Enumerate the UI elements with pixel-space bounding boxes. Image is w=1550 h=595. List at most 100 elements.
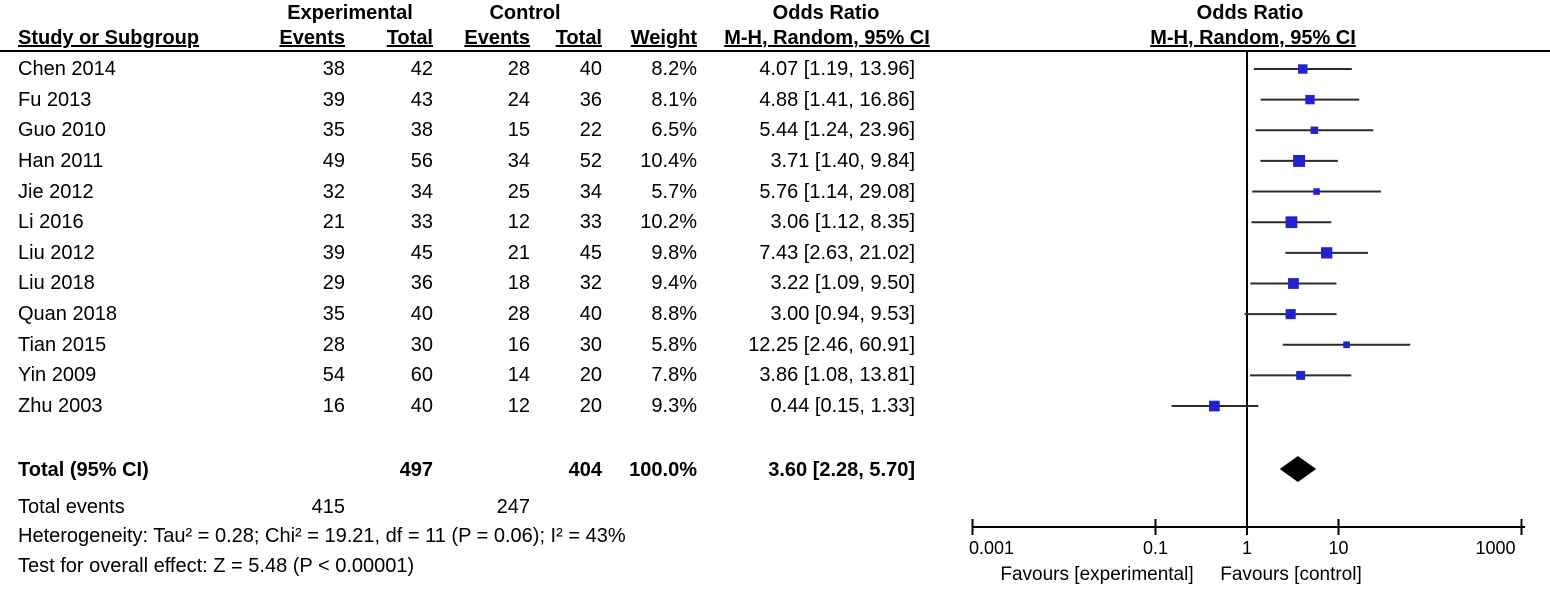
total-events-label: Total events (18, 496, 125, 518)
overall-effect-stats: Test for overall effect: Z = 5.48 (P < 0… (18, 555, 415, 577)
exp-events: 35 (322, 119, 345, 142)
total-or-ci: 3.60 [2.28, 5.70] (768, 459, 915, 481)
effect-square (1288, 278, 1299, 289)
or-ci: 0.44 [0.15, 1.33] (770, 395, 915, 418)
or-ci: 7.43 [2.63, 21.02] (759, 241, 915, 264)
exp-total: 34 (410, 180, 433, 203)
or-ci: 3.86 [1.08, 13.81] (759, 364, 915, 387)
ctrl-events: 12 (507, 211, 530, 234)
col-method-plot: M-H, Random, 95% CI (1150, 27, 1356, 49)
col-exp-total: Total (386, 27, 433, 49)
exp-total: 36 (410, 272, 433, 295)
weight: 6.5% (651, 119, 697, 142)
ctrl-total: 33 (579, 211, 602, 234)
header-rule (0, 50, 1550, 52)
exp-total: 30 (410, 333, 433, 356)
exp-total: 45 (410, 241, 433, 264)
effect-square (1209, 400, 1220, 412)
exp-events: 16 (322, 395, 345, 418)
exp-total: 33 (410, 211, 433, 234)
ctrl-total: 36 (579, 88, 602, 111)
or-ci: 12.25 [2.46, 60.91] (748, 333, 915, 356)
ctrl-events: 14 (507, 364, 530, 387)
heterogeneity-stats: Heterogeneity: Tau² = 0.28; Chi² = 19.21… (18, 525, 626, 547)
exp-events: 49 (322, 149, 345, 172)
ctrl-total: 20 (579, 364, 602, 387)
favours-experimental-label: Favours [experimental] (1000, 564, 1193, 585)
col-group-control: Control (489, 2, 561, 24)
effect-square (1310, 126, 1319, 135)
study-name: Guo 2010 (18, 119, 106, 142)
ctrl-total: 40 (579, 303, 602, 326)
or-ci: 3.06 [1.12, 8.35] (770, 211, 915, 234)
ctrl-events: 34 (507, 149, 530, 172)
exp-total: 42 (410, 58, 433, 80)
axis-tick-label: 0.1 (1143, 538, 1168, 558)
exp-total: 60 (410, 364, 433, 387)
ctrl-total: 34 (579, 180, 602, 203)
study-name: Quan 2018 (18, 303, 117, 326)
total-ctrl-total: 404 (568, 459, 602, 481)
exp-total: 40 (410, 395, 433, 418)
col-ctrl-total: Total (555, 27, 602, 49)
weight: 5.8% (651, 333, 697, 356)
ctrl-total: 40 (579, 58, 602, 80)
axis-tick-label: 0.001 (969, 538, 1014, 558)
or-ci: 3.71 [1.40, 9.84] (770, 149, 915, 172)
weight: 7.8% (651, 364, 697, 387)
exp-events: 35 (322, 303, 345, 326)
total-label: Total (95% CI) (18, 459, 149, 481)
study-name: Liu 2012 (18, 241, 95, 264)
ctrl-events: 15 (507, 119, 530, 142)
weight: 10.2% (640, 211, 697, 234)
or-ci: 4.07 [1.19, 13.96] (759, 58, 915, 80)
col-exp-events: Events (279, 27, 345, 49)
or-ci: 4.88 [1.41, 16.86] (759, 88, 915, 111)
weight: 10.4% (640, 149, 697, 172)
col-study: Study or Subgroup (18, 27, 200, 49)
exp-events: 54 (322, 364, 345, 387)
ctrl-events: 28 (507, 58, 530, 80)
axis-tick-label: 1000 (1475, 538, 1515, 558)
col-weight: Weight (630, 27, 697, 49)
effect-square (1313, 188, 1320, 195)
effect-square (1343, 341, 1350, 349)
or-ci: 5.76 [1.14, 29.08] (759, 180, 915, 203)
study-name: Han 2011 (18, 149, 104, 172)
exp-events: 32 (322, 180, 345, 203)
study-name: Liu 2018 (18, 272, 95, 295)
ctrl-total: 30 (579, 333, 602, 356)
weight: 8.1% (651, 88, 697, 111)
col-group-odds-ratio-plot: Odds Ratio (1196, 2, 1304, 24)
col-group-experimental: Experimental (287, 2, 413, 24)
col-method-text: M-H, Random, 95% CI (724, 27, 930, 49)
ctrl-events: 16 (507, 333, 530, 356)
weight: 9.8% (651, 241, 697, 264)
effect-square (1293, 154, 1306, 167)
ctrl-events: 28 (507, 303, 530, 326)
study-name: Tian 2015 (18, 333, 107, 356)
study-name: Fu 2013 (18, 88, 92, 111)
ctrl-total: 45 (579, 241, 602, 264)
total-events-ctrl: 247 (496, 496, 530, 518)
weight: 8.2% (651, 58, 697, 80)
exp-total: 40 (410, 303, 433, 326)
or-ci: 5.44 [1.24, 23.96] (759, 119, 915, 142)
or-ci: 3.00 [0.94, 9.53] (770, 303, 915, 326)
exp-events: 39 (322, 241, 345, 264)
exp-events: 38 (322, 58, 345, 80)
total-weight: 100.0% (629, 459, 697, 481)
exp-events: 29 (322, 272, 345, 295)
exp-total: 38 (410, 119, 433, 142)
ctrl-events: 18 (507, 272, 530, 295)
ctrl-events: 21 (507, 241, 530, 264)
exp-total: 43 (410, 88, 433, 111)
effect-square (1305, 94, 1315, 105)
exp-events: 21 (322, 211, 345, 234)
effect-square (1321, 247, 1333, 259)
weight: 9.3% (651, 395, 697, 418)
ctrl-events: 12 (507, 395, 530, 418)
study-name: Jie 2012 (18, 180, 94, 203)
